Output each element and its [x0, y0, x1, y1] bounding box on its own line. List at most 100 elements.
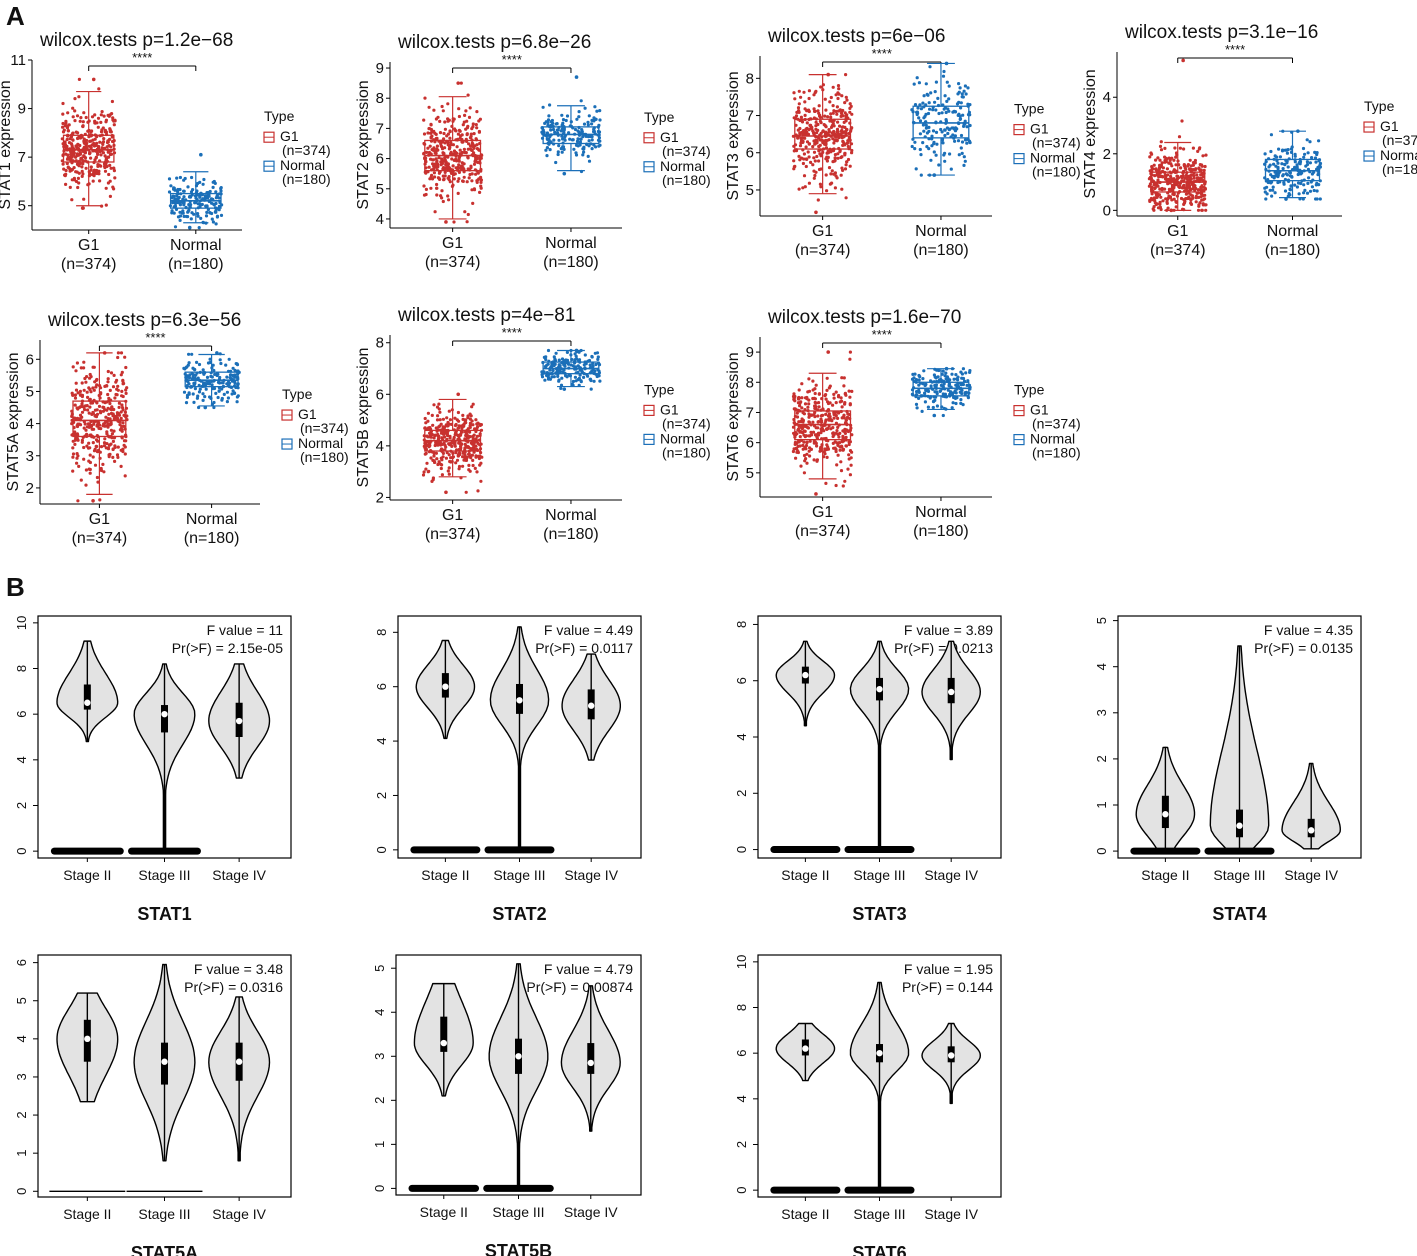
data-point	[219, 213, 224, 217]
data-point	[1188, 174, 1192, 178]
data-point	[837, 435, 841, 439]
data-point	[469, 447, 473, 451]
data-point	[85, 375, 89, 379]
data-point	[436, 162, 440, 166]
data-point	[1197, 147, 1201, 151]
data-point	[75, 361, 79, 365]
data-point	[187, 352, 191, 356]
data-point	[914, 167, 918, 171]
x-tick-label: Stage IV	[564, 1204, 618, 1220]
data-point	[795, 411, 799, 415]
data-point	[182, 195, 186, 199]
data-point	[442, 435, 447, 439]
data-point	[447, 178, 451, 182]
gene-label: STAT3	[852, 904, 906, 924]
data-point-min	[187, 225, 192, 230]
data-point	[120, 389, 124, 393]
data-point	[839, 173, 843, 177]
violin-median	[84, 699, 91, 706]
data-point	[1165, 157, 1169, 161]
data-point	[935, 404, 940, 408]
data-point	[97, 404, 102, 408]
data-point	[176, 190, 180, 194]
data-point	[800, 396, 804, 400]
x-tick-label: Stage II	[781, 867, 829, 883]
data-point	[427, 469, 431, 473]
x-tick-label: Normal	[545, 507, 597, 524]
data-point	[813, 387, 817, 391]
data-point	[543, 121, 547, 125]
data-point	[77, 181, 81, 185]
violin-median	[515, 1053, 522, 1060]
violin-stage-iii	[844, 640, 915, 854]
data-point	[446, 143, 450, 147]
y-tick-label: 1	[1094, 801, 1109, 808]
data-point	[798, 158, 802, 162]
data-point	[107, 455, 111, 459]
data-point	[844, 435, 848, 439]
data-point	[813, 142, 817, 146]
data-point	[814, 441, 818, 445]
data-point	[94, 444, 98, 448]
data-point-min	[562, 171, 567, 176]
data-point	[932, 150, 936, 154]
data-point	[563, 138, 567, 142]
data-point	[457, 159, 461, 163]
data-point	[843, 125, 847, 129]
legend-item: G1(n=374)	[263, 128, 331, 158]
x-tick-label: Stage II	[421, 867, 469, 883]
y-tick-label: 1	[372, 1141, 387, 1148]
f-value: F value = 3.48	[194, 961, 283, 977]
data-point	[943, 106, 948, 110]
data-point	[463, 210, 467, 214]
data-point	[108, 137, 112, 141]
data-point	[797, 440, 801, 444]
data-point	[65, 157, 70, 161]
data-point	[847, 440, 851, 444]
data-point	[846, 144, 850, 149]
data-point	[921, 377, 925, 381]
data-point	[219, 189, 223, 193]
data-point	[806, 426, 811, 430]
data-point	[457, 177, 461, 181]
data-point	[423, 426, 427, 430]
data-point	[89, 156, 93, 160]
data-point	[470, 419, 474, 423]
data-point	[429, 456, 433, 460]
data-point	[89, 165, 93, 169]
data-point	[1167, 161, 1171, 165]
data-point	[424, 171, 428, 175]
data-point	[178, 200, 183, 205]
data-point	[586, 154, 590, 158]
data-point	[807, 96, 811, 101]
data-point	[846, 412, 850, 416]
gene-label: STAT2	[492, 904, 546, 924]
data-point	[195, 360, 199, 364]
data-point	[823, 452, 827, 456]
data-point	[1273, 154, 1277, 158]
data-point	[454, 150, 458, 155]
data-point	[438, 410, 442, 414]
violin-stage-ii	[408, 982, 480, 1192]
data-point	[576, 144, 580, 148]
data-point	[211, 185, 215, 189]
data-point	[74, 144, 78, 148]
data-point	[850, 450, 854, 454]
data-point	[844, 73, 848, 77]
data-point	[805, 121, 809, 125]
data-point-min	[932, 413, 937, 418]
data-point	[440, 157, 444, 161]
data-point	[457, 128, 461, 132]
data-point	[1196, 149, 1200, 153]
data-point	[121, 378, 125, 382]
data-point	[124, 365, 128, 370]
data-point	[827, 166, 832, 170]
data-point	[793, 407, 797, 411]
data-point	[475, 179, 479, 183]
data-point	[1170, 198, 1174, 202]
data-point	[575, 139, 580, 143]
data-point	[472, 151, 476, 155]
violin-stage-iii	[1204, 645, 1275, 855]
